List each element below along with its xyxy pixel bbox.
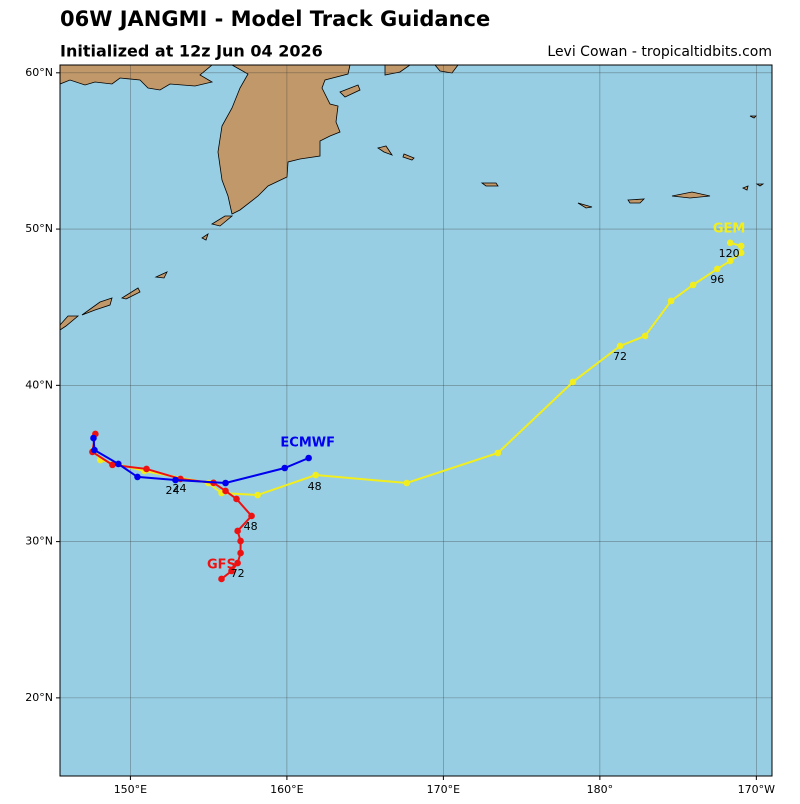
hour-label: 48 bbox=[244, 520, 258, 533]
track-point bbox=[726, 257, 734, 265]
track-point bbox=[312, 471, 319, 479]
track-point bbox=[667, 297, 675, 305]
hour-label: 72 bbox=[231, 567, 245, 580]
track-point bbox=[248, 512, 255, 520]
track-point bbox=[109, 461, 116, 469]
track-point bbox=[726, 239, 734, 247]
track-point bbox=[233, 495, 240, 503]
x-tick-label: 170°W bbox=[738, 783, 775, 796]
title: 06W JANGMI - Model Track Guidance bbox=[60, 7, 490, 31]
y-tick-label: 20°N bbox=[25, 691, 53, 704]
grid bbox=[60, 65, 772, 776]
x-tick-label: 160°E bbox=[270, 783, 303, 796]
track-point bbox=[641, 332, 649, 340]
track-point bbox=[134, 473, 141, 481]
track-point bbox=[143, 465, 150, 473]
track-point bbox=[689, 281, 697, 289]
y-tick-label: 60°N bbox=[25, 66, 53, 79]
track-point bbox=[713, 265, 721, 273]
track-point bbox=[237, 537, 244, 545]
hour-label: 48 bbox=[308, 480, 322, 493]
y-tick-label: 30°N bbox=[25, 535, 53, 548]
track-point bbox=[218, 575, 225, 583]
x-tick-label: 150°E bbox=[114, 783, 147, 796]
track-point bbox=[494, 449, 502, 457]
ocean bbox=[60, 65, 772, 776]
model-name: GFS bbox=[207, 558, 236, 573]
track-point bbox=[222, 487, 229, 495]
subtitle: Initialized at 12z Jun 04 2026 bbox=[60, 42, 323, 61]
credit: Levi Cowan - tropicaltidbits.com bbox=[547, 44, 772, 60]
hour-label: 120 bbox=[719, 247, 740, 260]
track-point bbox=[616, 342, 624, 350]
track-point bbox=[237, 549, 244, 557]
track-point bbox=[737, 242, 745, 250]
land bbox=[59, 64, 765, 331]
track-point bbox=[254, 491, 261, 499]
track-point bbox=[115, 460, 122, 468]
track-line bbox=[92, 437, 310, 485]
y-tick-label: 50°N bbox=[25, 222, 53, 235]
track-point bbox=[305, 454, 312, 462]
track-point bbox=[228, 567, 235, 575]
track-point bbox=[90, 434, 97, 442]
hour-label: 96 bbox=[710, 273, 724, 286]
model-name: GEM bbox=[713, 221, 746, 236]
track-point bbox=[234, 527, 241, 535]
hour-label: 24 bbox=[166, 484, 180, 497]
track-point bbox=[737, 249, 745, 257]
hour-label: 24 bbox=[173, 482, 187, 495]
track-point bbox=[569, 378, 577, 386]
track-point bbox=[281, 464, 289, 472]
hour-label: 72 bbox=[613, 350, 627, 363]
track-point bbox=[222, 479, 229, 487]
track-point bbox=[403, 479, 411, 487]
y-tick-label: 40°N bbox=[25, 378, 53, 391]
track-point bbox=[172, 476, 179, 484]
track-point bbox=[91, 446, 98, 454]
track-point bbox=[234, 559, 241, 567]
model-name: ECMWF bbox=[280, 436, 335, 451]
x-tick-label: 170°E bbox=[427, 783, 460, 796]
map-frame bbox=[59, 64, 773, 777]
x-tick-label: 180° bbox=[587, 783, 614, 796]
